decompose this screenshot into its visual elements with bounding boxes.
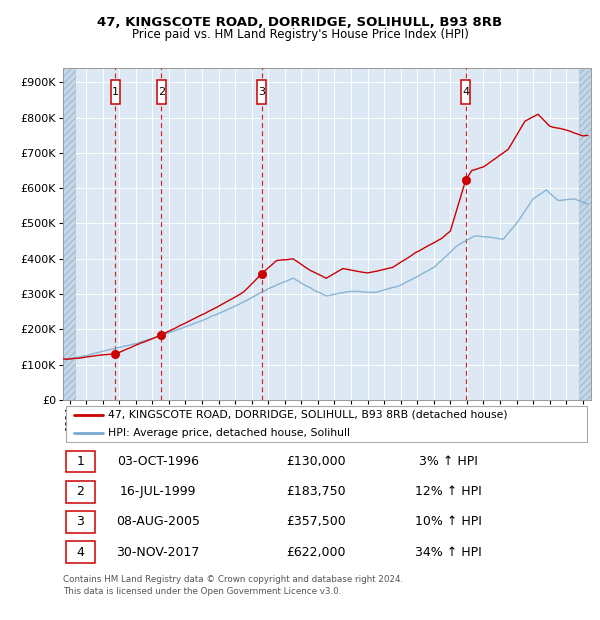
Text: 1: 1 <box>76 455 84 468</box>
Text: 12% ↑ HPI: 12% ↑ HPI <box>415 485 482 498</box>
Text: 30-NOV-2017: 30-NOV-2017 <box>116 546 200 559</box>
FancyBboxPatch shape <box>157 80 166 104</box>
Text: HPI: Average price, detached house, Solihull: HPI: Average price, detached house, Soli… <box>108 428 350 438</box>
Bar <box>63 68 76 400</box>
Text: 2: 2 <box>158 87 165 97</box>
FancyBboxPatch shape <box>65 541 95 563</box>
FancyBboxPatch shape <box>110 80 119 104</box>
Text: 1: 1 <box>112 87 119 97</box>
Text: £183,750: £183,750 <box>287 485 346 498</box>
Text: £622,000: £622,000 <box>287 546 346 559</box>
Bar <box>578 68 591 400</box>
Text: 47, KINGSCOTE ROAD, DORRIDGE, SOLIHULL, B93 8RB: 47, KINGSCOTE ROAD, DORRIDGE, SOLIHULL, … <box>97 16 503 29</box>
Text: 10% ↑ HPI: 10% ↑ HPI <box>415 515 482 528</box>
FancyBboxPatch shape <box>257 80 266 104</box>
Text: This data is licensed under the Open Government Licence v3.0.: This data is licensed under the Open Gov… <box>63 587 341 596</box>
Text: 3: 3 <box>76 515 84 528</box>
Text: £130,000: £130,000 <box>287 455 346 468</box>
Text: Price paid vs. HM Land Registry's House Price Index (HPI): Price paid vs. HM Land Registry's House … <box>131 28 469 41</box>
FancyBboxPatch shape <box>65 406 587 442</box>
Text: 4: 4 <box>462 87 469 97</box>
Text: 08-AUG-2005: 08-AUG-2005 <box>116 515 200 528</box>
FancyBboxPatch shape <box>65 511 95 533</box>
FancyBboxPatch shape <box>461 80 470 104</box>
Text: 03-OCT-1996: 03-OCT-1996 <box>117 455 199 468</box>
Text: 4: 4 <box>76 546 84 559</box>
Text: 3: 3 <box>258 87 265 97</box>
FancyBboxPatch shape <box>65 481 95 503</box>
Text: £357,500: £357,500 <box>287 515 346 528</box>
Text: 47, KINGSCOTE ROAD, DORRIDGE, SOLIHULL, B93 8RB (detached house): 47, KINGSCOTE ROAD, DORRIDGE, SOLIHULL, … <box>108 410 508 420</box>
FancyBboxPatch shape <box>65 451 95 472</box>
Text: 2: 2 <box>76 485 84 498</box>
Text: 3% ↑ HPI: 3% ↑ HPI <box>419 455 478 468</box>
Text: 34% ↑ HPI: 34% ↑ HPI <box>415 546 482 559</box>
Text: 16-JUL-1999: 16-JUL-1999 <box>120 485 196 498</box>
Text: Contains HM Land Registry data © Crown copyright and database right 2024.: Contains HM Land Registry data © Crown c… <box>63 575 403 585</box>
